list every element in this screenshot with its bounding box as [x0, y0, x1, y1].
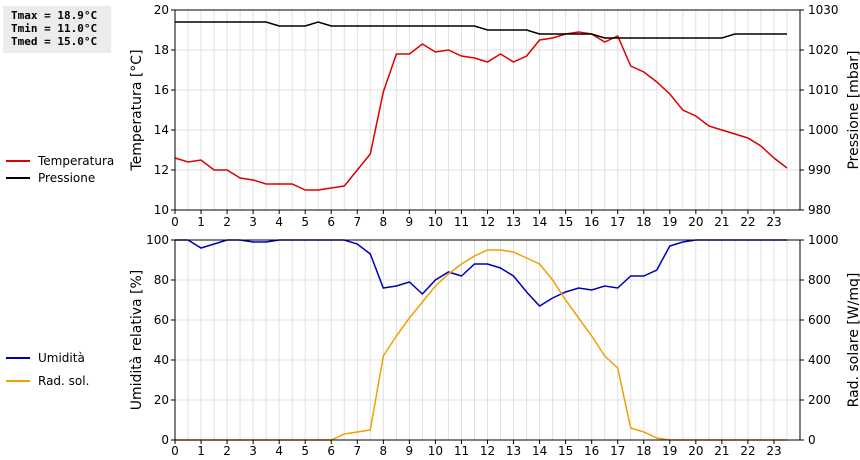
legend-label: Umidità	[38, 351, 85, 365]
x-tick-label: 3	[249, 215, 257, 229]
x-tick-label: 3	[249, 444, 257, 458]
x-tick-label: 21	[714, 215, 729, 229]
chart-panel-1: 0 1 2 3 4 5 6 7 8 9 10 11 12 13 14 15 16 17 18 19 20 21 22 2310…	[6, 3, 860, 229]
x-tick-label: 23	[766, 444, 781, 458]
y-tick-label-right: 1030	[808, 3, 839, 17]
x-tick-label: 20	[688, 215, 703, 229]
x-tick-label: 2	[223, 444, 231, 458]
y-tick-label-left: 80	[154, 273, 169, 287]
y-tick-label-left: 10	[154, 203, 169, 217]
x-tick-label: 9	[406, 444, 414, 458]
x-tick-label: 9	[406, 215, 414, 229]
x-tick-label: 1	[197, 215, 205, 229]
y-axis-label-left: Umidità relativa [%]	[129, 270, 145, 411]
y-tick-label-right: 1020	[808, 43, 839, 57]
x-tick-label: 16	[584, 444, 599, 458]
x-tick-label: 6	[327, 215, 335, 229]
x-tick-label: 2	[223, 215, 231, 229]
y-tick-label-left: 14	[154, 123, 169, 137]
y-tick-label-left: 20	[154, 3, 169, 17]
x-tick-label: 15	[558, 444, 573, 458]
y-tick-label-left: 16	[154, 83, 169, 97]
x-tick-label: 11	[454, 215, 469, 229]
y-tick-label-right: 400	[808, 353, 831, 367]
y-tick-label-left: 18	[154, 43, 169, 57]
legend-label: Temperatura	[37, 154, 114, 168]
x-tick-label: 0	[171, 215, 179, 229]
x-tick-label: 18	[636, 444, 651, 458]
y-tick-label-left: 40	[154, 353, 169, 367]
series-line-2-2	[175, 249, 787, 441]
y-axis-label-right: Rad. solare [W/mq]	[846, 273, 860, 408]
y-axis-label-left: Temperatura [°C]	[129, 49, 145, 171]
x-tick-label: 14	[532, 444, 547, 458]
x-tick-label: 4	[275, 444, 283, 458]
x-tick-label: 22	[740, 444, 755, 458]
x-tick-label: 12	[480, 444, 495, 458]
series-line-1-2	[175, 21, 787, 39]
x-tick-label: 1	[197, 444, 205, 458]
x-tick-label: 13	[506, 215, 521, 229]
stats-box: Tmax = 18.9°C Tmin = 11.0°C Tmed = 15.0°…	[3, 6, 111, 53]
y-tick-label-right: 200	[808, 393, 831, 407]
x-tick-label: 22	[740, 215, 755, 229]
x-tick-label: 8	[380, 215, 388, 229]
x-tick-label: 14	[532, 215, 547, 229]
y-tick-label-left: 100	[146, 233, 169, 247]
y-tick-label-right: 800	[808, 273, 831, 287]
x-tick-label: 4	[275, 215, 283, 229]
x-tick-label: 11	[454, 444, 469, 458]
y-tick-label-left: 60	[154, 313, 169, 327]
x-tick-label: 0	[171, 444, 179, 458]
x-tick-label: 7	[353, 215, 361, 229]
y-tick-label-right: 1000	[808, 233, 839, 247]
x-tick-label: 19	[662, 444, 677, 458]
x-tick-label: 12	[480, 215, 495, 229]
chart-panel-2: 0 1 2 3 4 5 6 7 8 9 10 11 12 13 14 15 16 17 18 19 20 21 22 2302…	[6, 233, 860, 458]
y-tick-label-right: 980	[808, 203, 831, 217]
x-tick-label: 18	[636, 215, 651, 229]
x-tick-label: 20	[688, 444, 703, 458]
y-tick-label-right: 1000	[808, 123, 839, 137]
x-tick-label: 21	[714, 444, 729, 458]
legend-label: Rad. sol.	[38, 374, 89, 388]
y-tick-label-right: 0	[808, 433, 816, 447]
x-tick-label: 5	[301, 215, 309, 229]
x-tick-label: 23	[766, 215, 781, 229]
y-tick-label-left: 0	[161, 433, 169, 447]
y-tick-label-right: 600	[808, 313, 831, 327]
x-tick-label: 10	[428, 215, 443, 229]
y-tick-label-right: 1010	[808, 83, 839, 97]
tmax-text: Tmax = 18.9°C	[11, 9, 98, 22]
x-tick-label: 6	[327, 444, 335, 458]
x-tick-label: 17	[610, 215, 625, 229]
legend-label: Pressione	[38, 171, 95, 185]
series-line-2-1	[175, 239, 787, 307]
x-tick-label: 5	[301, 444, 309, 458]
y-tick-label-left: 20	[154, 393, 169, 407]
x-tick-label: 19	[662, 215, 677, 229]
x-tick-label: 16	[584, 215, 599, 229]
y-axis-label-right: Pressione [mbar]	[846, 50, 860, 169]
x-tick-label: 8	[380, 444, 388, 458]
x-tick-label: 13	[506, 444, 521, 458]
y-tick-label-right: 990	[808, 163, 831, 177]
tmed-text: Tmed = 15.0°C	[11, 35, 98, 48]
x-tick-label: 17	[610, 444, 625, 458]
x-tick-label: 15	[558, 215, 573, 229]
x-tick-label: 7	[353, 444, 361, 458]
tmin-text: Tmin = 11.0°C	[11, 22, 98, 35]
y-tick-label-left: 12	[154, 163, 169, 177]
x-tick-label: 10	[428, 444, 443, 458]
series-line-1-1	[174, 31, 788, 191]
